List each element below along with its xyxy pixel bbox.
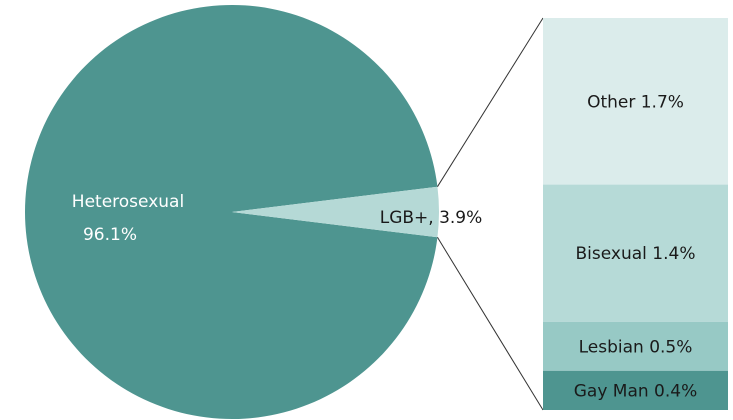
pie-slice-lgb [232, 186, 439, 238]
bar-segment-other [543, 18, 728, 185]
bar-segment-lesbian-label: Lesbian 0.5% [579, 337, 693, 357]
connector-line-bottom [437, 237, 544, 411]
bar-segment-gay-man [543, 370, 728, 410]
stacked-bar: Other 1.7% Bisexual 1.4% Lesbian 0.5% Gay M… [543, 18, 728, 410]
bar-segment-lesbian [543, 321, 728, 371]
connector-lines [437, 17, 544, 411]
connector-line-top [437, 17, 544, 187]
bar-segment-other-label: Other 1.7% [587, 92, 684, 112]
pie-label-lgb: LGB+, 3.9% [380, 208, 483, 228]
bar-segment-gay-man-label: Gay Man 0.4% [574, 381, 698, 401]
bar-segment-bisexual [543, 184, 728, 322]
pie-label-heterosexual: Heterosexual [72, 192, 184, 212]
bar-segment-bisexual-label: Bisexual 1.4% [576, 244, 696, 264]
pie-slice-heterosexual [24, 4, 438, 419]
pie-chart: Heterosexual 96.1% LGB+, 3.9% [24, 4, 483, 419]
pie-value-heterosexual: 96.1% [83, 225, 137, 245]
